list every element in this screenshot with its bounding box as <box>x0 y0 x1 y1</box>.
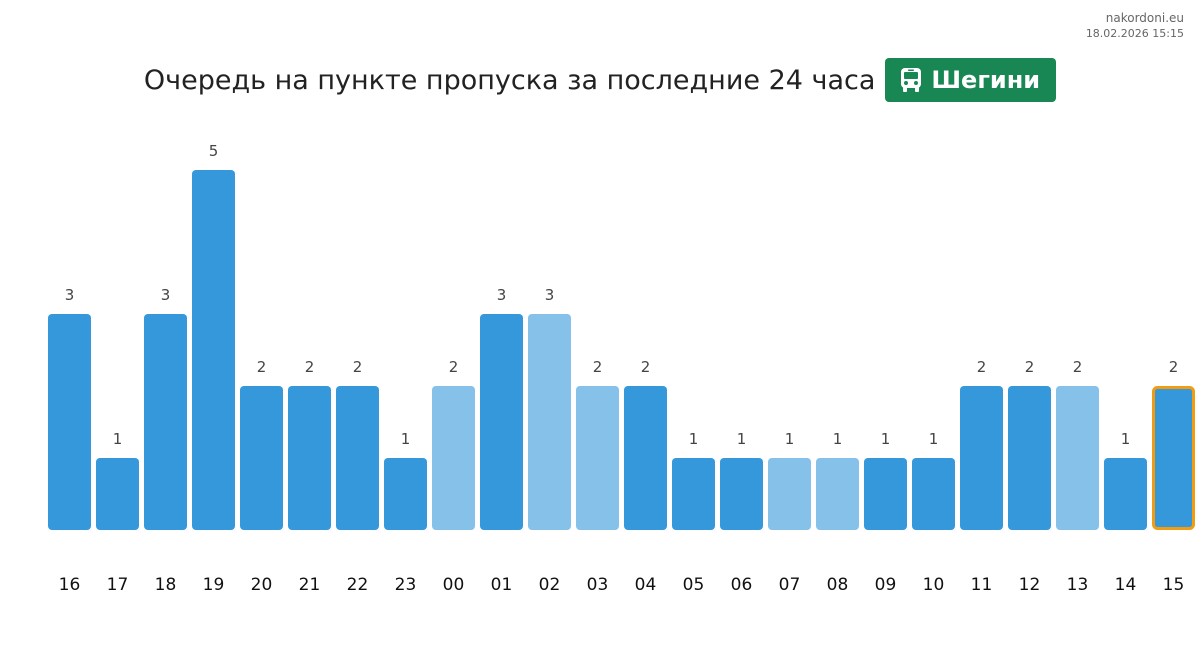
bar-value-label: 1 <box>785 430 795 448</box>
bar-value-label: 1 <box>689 430 699 448</box>
x-tick-label: 18 <box>155 575 177 595</box>
chart-header: Очередь на пункте пропуска за последние … <box>0 58 1200 102</box>
bar-00 <box>432 386 475 530</box>
bar-value-label: 1 <box>113 430 123 448</box>
bar-value-label: 2 <box>593 358 603 376</box>
bar-value-label: 1 <box>1121 430 1131 448</box>
x-tick-label: 21 <box>299 575 321 595</box>
x-tick-label: 23 <box>395 575 417 595</box>
x-tick-label: 16 <box>59 575 81 595</box>
bar-06 <box>720 458 763 530</box>
x-tick-label: 20 <box>251 575 273 595</box>
bar-value-label: 2 <box>353 358 363 376</box>
bar-value-label: 2 <box>977 358 987 376</box>
bar-value-label: 2 <box>449 358 459 376</box>
bar-15 <box>1152 386 1195 530</box>
bar-13 <box>1056 386 1099 530</box>
bar-20 <box>240 386 283 530</box>
bar-05 <box>672 458 715 530</box>
bar-08 <box>816 458 859 530</box>
bar-10 <box>912 458 955 530</box>
site-info: nakordoni.eu 18.02.2026 15:15 <box>1086 10 1184 42</box>
bar-value-label: 1 <box>929 430 939 448</box>
bar-04 <box>624 386 667 530</box>
x-tick-label: 11 <box>971 575 993 595</box>
x-tick-label: 00 <box>443 575 465 595</box>
bar-01 <box>480 314 523 530</box>
x-tick-label: 13 <box>1067 575 1089 595</box>
bar-value-label: 2 <box>305 358 315 376</box>
bar-value-label: 2 <box>257 358 267 376</box>
x-tick-label: 02 <box>539 575 561 595</box>
checkpoint-badge: Шегини <box>885 58 1057 102</box>
x-tick-label: 01 <box>491 575 513 595</box>
bar-02 <box>528 314 571 530</box>
bar-23 <box>384 458 427 530</box>
bar-value-label: 5 <box>209 142 219 160</box>
bar-value-label: 2 <box>1073 358 1083 376</box>
x-tick-label: 03 <box>587 575 609 595</box>
site-name: nakordoni.eu <box>1105 11 1184 25</box>
bar-value-label: 3 <box>161 286 171 304</box>
x-tick-label: 17 <box>107 575 129 595</box>
bar-value-label: 2 <box>1169 358 1179 376</box>
bar-09 <box>864 458 907 530</box>
chart-title: Очередь на пункте пропуска за последние … <box>143 64 876 96</box>
x-tick-label: 07 <box>779 575 801 595</box>
x-tick-label: 19 <box>203 575 225 595</box>
x-tick-label: 12 <box>1019 575 1041 595</box>
badge-label: Шегини <box>931 66 1041 94</box>
site-datetime: 18.02.2026 15:15 <box>1085 27 1184 40</box>
x-tick-label: 05 <box>683 575 705 595</box>
x-tick-label: 14 <box>1115 575 1137 595</box>
bar-17 <box>96 458 139 530</box>
bar-value-label: 1 <box>401 430 411 448</box>
bar-03 <box>576 386 619 530</box>
bar-11 <box>960 386 1003 530</box>
bar-18 <box>144 314 187 530</box>
bar-07 <box>768 458 811 530</box>
bar-value-label: 1 <box>833 430 843 448</box>
bar-12 <box>1008 386 1051 530</box>
x-tick-label: 04 <box>635 575 657 595</box>
bar-22 <box>336 386 379 530</box>
bar-value-label: 2 <box>641 358 651 376</box>
bar-value-label: 2 <box>1025 358 1035 376</box>
bar-value-label: 3 <box>65 286 75 304</box>
x-tick-label: 06 <box>731 575 753 595</box>
bus-icon <box>901 68 922 92</box>
x-tick-label: 09 <box>875 575 897 595</box>
bar-value-label: 3 <box>497 286 507 304</box>
bar-19 <box>192 170 235 530</box>
bar-value-label: 3 <box>545 286 555 304</box>
bar-value-label: 1 <box>737 430 747 448</box>
bar-value-label: 1 <box>881 430 891 448</box>
bar-21 <box>288 386 331 530</box>
x-tick-label: 22 <box>347 575 369 595</box>
bar-16 <box>48 314 91 530</box>
x-tick-label: 08 <box>827 575 849 595</box>
x-tick-label: 15 <box>1163 575 1185 595</box>
x-tick-label: 10 <box>923 575 945 595</box>
bar-14 <box>1104 458 1147 530</box>
